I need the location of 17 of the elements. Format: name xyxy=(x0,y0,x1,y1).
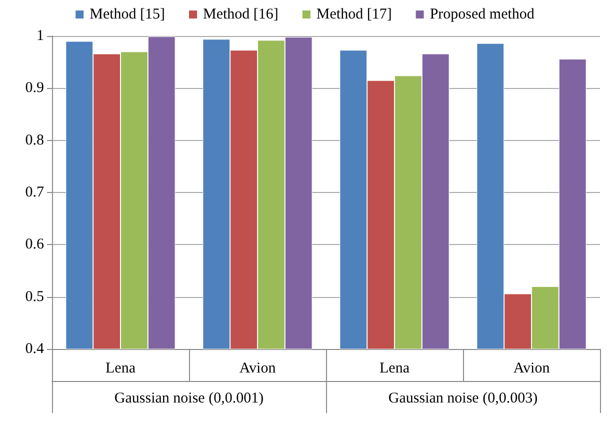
y-tick-label: 0.7 xyxy=(25,184,44,200)
legend-label: Method [16] xyxy=(203,6,278,22)
y-tick-label: 0.8 xyxy=(25,132,44,148)
y-tick-label: 0.6 xyxy=(25,236,44,253)
x-tick-label: Lena xyxy=(380,360,410,376)
y-tick-label: 0.9 xyxy=(25,80,44,96)
legend-label: Proposed method xyxy=(430,6,535,22)
x-tick-label: Avion xyxy=(239,360,276,376)
y-tick-label: 1 xyxy=(36,28,44,44)
y-tick-label: 0.5 xyxy=(25,288,44,305)
legend-label: Method [17] xyxy=(316,6,392,22)
legend-label: Method [15] xyxy=(90,6,166,22)
y-tick-label: 0.4 xyxy=(25,341,44,357)
x-tick-label: Avion xyxy=(513,360,550,376)
text: Gaussian noise (0,0.003) xyxy=(388,390,538,406)
text: Gaussian noise (0,0.001) xyxy=(114,390,264,406)
x-tick-label: Lena xyxy=(106,360,136,376)
